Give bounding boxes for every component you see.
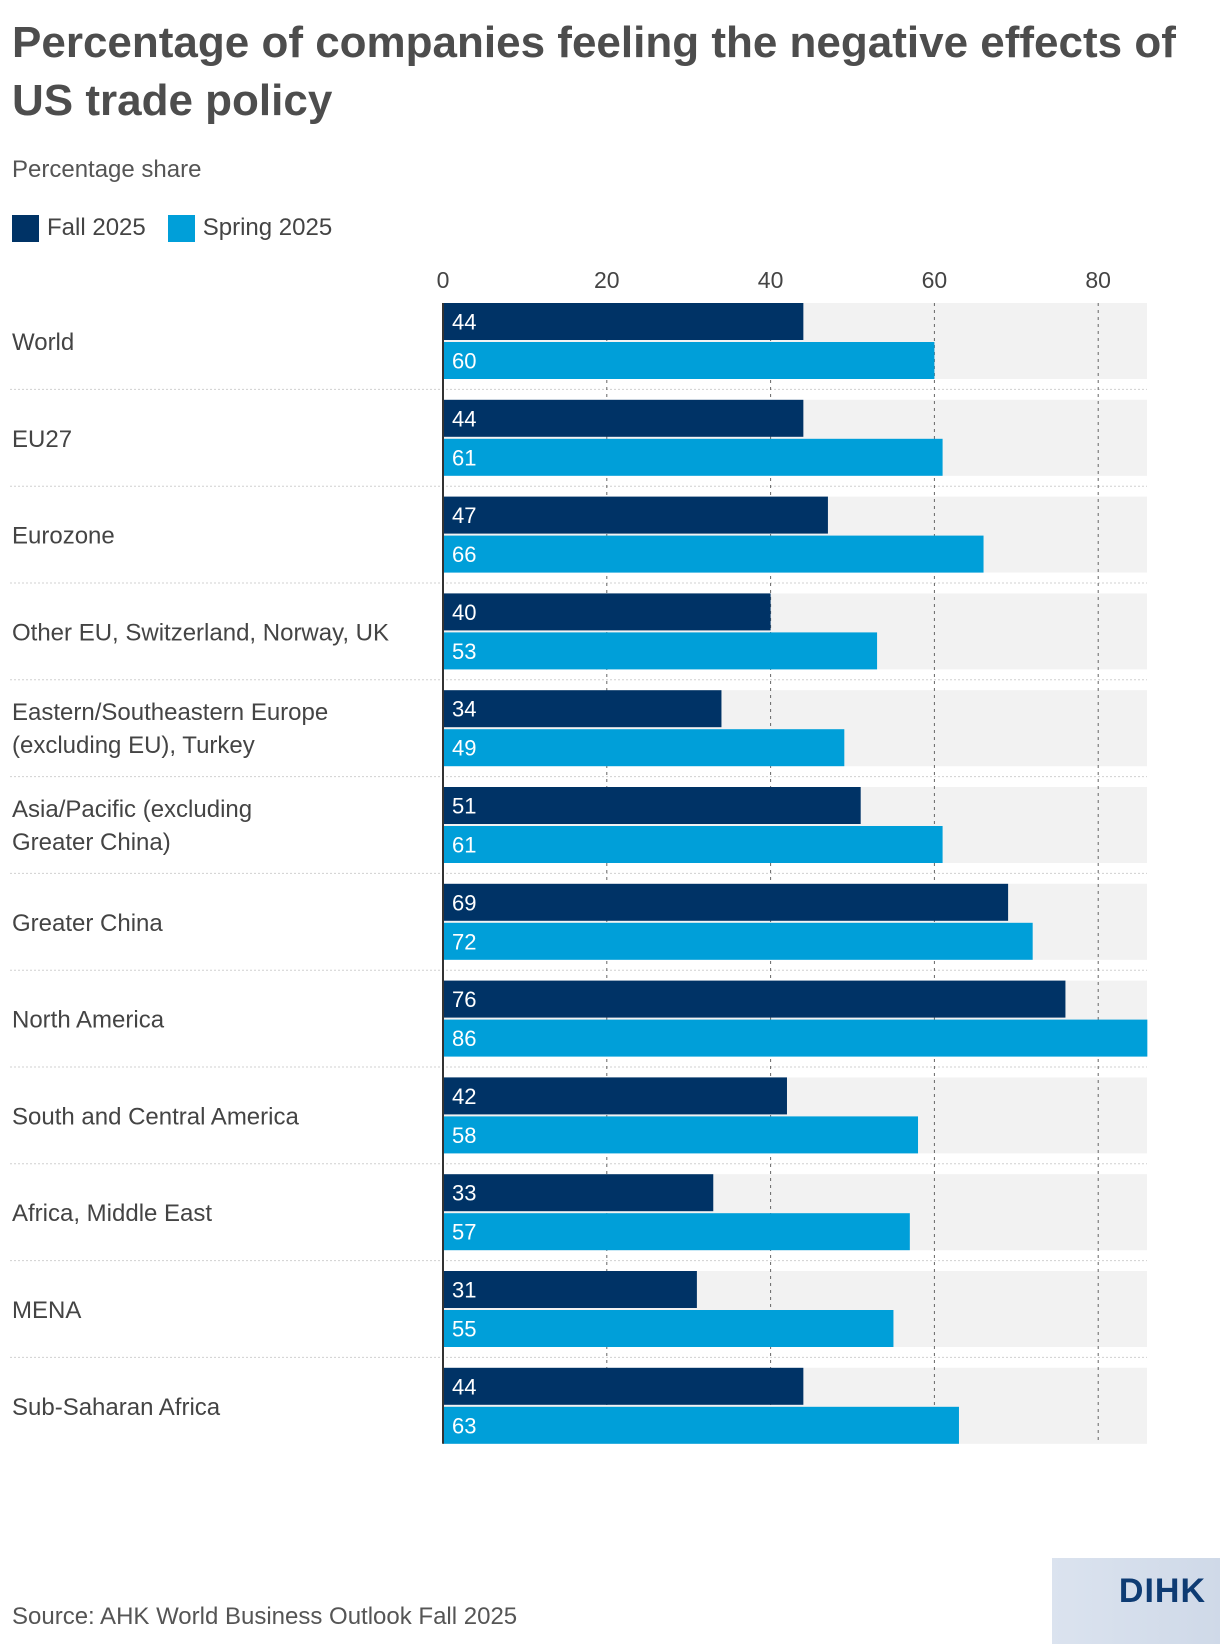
bar-spring-2025: [443, 438, 943, 476]
x-tick-label: 40: [758, 270, 784, 293]
category-label: EU27: [12, 426, 72, 453]
category-label: World: [12, 329, 74, 356]
legend-label-spring-2025: Spring 2025: [202, 214, 333, 241]
category-label: Asia/Pacific (excluding Greater China): [12, 796, 252, 856]
legend-item-fall-2025: Fall 2025: [12, 214, 146, 242]
bar-fall-2025: [443, 787, 861, 824]
bar-spring-2025: [443, 342, 935, 379]
bar-spring-2025: [443, 826, 943, 863]
chart-title: Percentage of companies feeling the nega…: [12, 18, 1176, 125]
category-label: South and Central America: [12, 1103, 299, 1130]
data-label-fall-2025: 40: [452, 600, 476, 625]
legend-label-fall-2025: Fall 2025: [47, 214, 146, 241]
bar-fall-2025: [443, 1174, 714, 1212]
x-tick-label: 0: [437, 270, 450, 293]
data-label-spring-2025: 60: [452, 349, 476, 374]
bar-spring-2025: [443, 632, 878, 670]
data-label-fall-2025: 33: [452, 1181, 476, 1206]
x-tick-label: 80: [1085, 270, 1111, 293]
bar-fall-2025: [443, 593, 771, 631]
legend-swatch-fall-2025: [12, 214, 39, 242]
category-label: Greater China: [12, 910, 163, 937]
data-label-fall-2025: 44: [452, 310, 476, 335]
data-label-spring-2025: 63: [452, 1413, 476, 1438]
data-label-fall-2025: 44: [452, 1374, 476, 1399]
data-label-spring-2025: 49: [452, 736, 476, 761]
chart-subtitle: Percentage share: [12, 156, 202, 183]
legend: Fall 2025 Spring 2025: [12, 214, 354, 242]
category-label: Africa, Middle East: [12, 1200, 212, 1227]
data-label-fall-2025: 42: [452, 1084, 476, 1109]
data-label-spring-2025: 53: [452, 639, 476, 664]
category-label: Sub-Saharan Africa: [12, 1394, 221, 1421]
bar-spring-2025: [443, 1310, 894, 1347]
bar-spring-2025: [443, 1019, 1148, 1057]
data-label-fall-2025: 69: [452, 890, 476, 915]
bar-chart: 0 20 40 60 80 44 60 World 44 61 EU27 47 66 Eurozone 40…: [10, 270, 1148, 1444]
bar-fall-2025: [443, 399, 804, 437]
legend-swatch-spring-2025: [167, 214, 195, 242]
x-tick-label: 20: [594, 270, 620, 293]
data-label-spring-2025: 57: [452, 1220, 476, 1245]
bar-spring-2025: [443, 729, 845, 767]
data-label-spring-2025: 58: [452, 1123, 476, 1148]
logo-text: DIHK: [1118, 1572, 1206, 1610]
category-label: Eastern/Southeastern Europe (excluding EU…: [12, 699, 328, 759]
data-label-spring-2025: 86: [452, 1026, 476, 1051]
x-tick-label: 60: [922, 270, 948, 293]
data-label-spring-2025: 66: [452, 542, 476, 567]
bar-spring-2025: [443, 1406, 959, 1444]
bar-fall-2025: [443, 1367, 804, 1405]
data-label-spring-2025: 61: [452, 833, 476, 858]
bar-fall-2025: [443, 883, 1009, 921]
bar-spring-2025: [443, 535, 984, 573]
bar-fall-2025: [443, 496, 828, 534]
bar-fall-2025: [443, 980, 1066, 1018]
category-label: Eurozone: [12, 523, 115, 550]
bar-spring-2025: [443, 1116, 919, 1154]
data-label-fall-2025: 76: [452, 987, 476, 1012]
data-label-spring-2025: 61: [452, 445, 476, 470]
data-label-spring-2025: 55: [452, 1317, 476, 1342]
bar-spring-2025: [443, 1213, 910, 1251]
legend-item-spring-2025: Spring 2025: [167, 214, 333, 242]
bar-fall-2025: [443, 690, 722, 728]
bar-fall-2025: [443, 303, 804, 340]
data-label-fall-2025: 51: [452, 794, 476, 819]
bar-fall-2025: [443, 1271, 697, 1308]
data-label-spring-2025: 72: [452, 929, 476, 954]
source-note: Source: AHK World Business Outlook Fall …: [12, 1603, 518, 1630]
dihk-logo: DIHK: [1052, 1558, 1220, 1644]
bar-fall-2025: [443, 1077, 787, 1115]
category-label: Other EU, Switzerland, Norway, UK: [12, 619, 389, 646]
data-label-fall-2025: 47: [452, 503, 476, 528]
category-label: North America: [12, 1007, 165, 1034]
data-label-fall-2025: 34: [452, 697, 476, 722]
data-label-fall-2025: 31: [452, 1278, 476, 1303]
data-label-fall-2025: 44: [452, 406, 476, 431]
bar-spring-2025: [443, 922, 1033, 960]
category-label: MENA: [12, 1297, 81, 1324]
